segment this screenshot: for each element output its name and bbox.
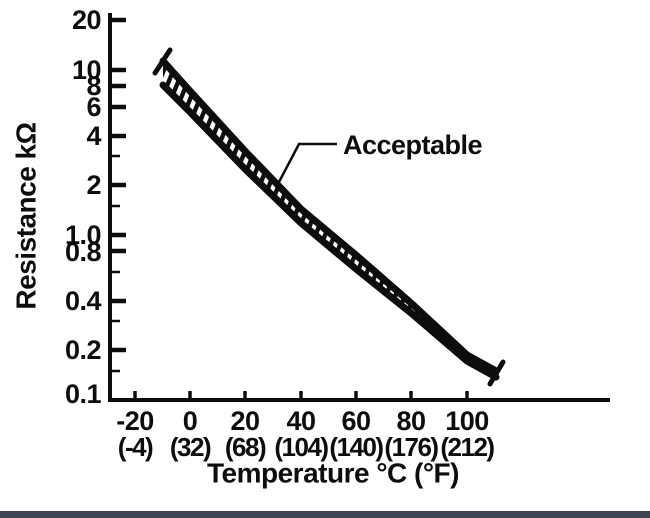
x-tick-label-c: 20 [230, 406, 259, 436]
x-tick-label-f: (212) [440, 432, 494, 462]
x-axis-ticks [133, 391, 469, 399]
x-axis-title: Temperature °C (°F) [207, 458, 459, 489]
x-tick-label-c: 40 [286, 406, 315, 436]
y-tick-label: 10 [72, 55, 101, 85]
y-tick-label: 6 [86, 92, 101, 122]
acceptable-leader-line [277, 142, 337, 183]
acceptable-band-hatch [163, 61, 496, 377]
y-axis-ticks [112, 17, 126, 353]
y-tick-label: 4 [86, 121, 101, 151]
acceptable-band-upper-curve [159, 57, 500, 375]
y-tick-label: 0.1 [65, 379, 102, 409]
x-tick-label-c: 80 [396, 406, 425, 436]
acceptable-band [152, 47, 506, 387]
x-tick-label-f: (-4) [118, 432, 153, 462]
x-tick-label-f: (32) [170, 432, 211, 462]
y-axis-minor-ticks [112, 154, 120, 373]
x-tick-label-f: (140) [329, 432, 383, 462]
x-tick-label-c: 60 [341, 406, 370, 436]
x-tick-label-f: (176) [384, 432, 438, 462]
y-tick-label: 20 [72, 5, 101, 35]
acceptable-label: Acceptable [343, 130, 483, 160]
y-tick-label: 2 [86, 170, 101, 200]
x-tick-labels-celsius: -20 0 20 40 60 80 100 [116, 406, 489, 436]
band-end-cap [487, 359, 506, 387]
y-axis-title: Resistance kΩ [11, 122, 42, 309]
axes [108, 13, 610, 402]
y-tick-labels: 20 10 8 6 4 2 1.0 0.8 0.4 0.2 0.1 [65, 5, 102, 409]
x-tick-label-c: 0 [183, 406, 198, 436]
x-tick-label-f: (68) [225, 432, 266, 462]
y-tick-label: 0.2 [65, 335, 101, 365]
y-tick-label: 0.8 [65, 237, 102, 267]
x-tick-label-c: -20 [116, 406, 154, 436]
band-start-cap [152, 47, 173, 76]
y-tick-label: 1.0 [65, 220, 101, 250]
y-tick-label: 0.4 [65, 286, 102, 316]
acceptable-band-lower-curve [159, 81, 500, 381]
y-tick-label: 8 [86, 71, 101, 101]
x-tick-labels-fahrenheit: (-4) (32) (68) (104) (140) (176) (212) [118, 432, 496, 462]
bottom-separator-bar [0, 511, 650, 518]
x-tick-label-f: (104) [274, 432, 328, 462]
x-tick-label-c: 100 [445, 406, 489, 436]
